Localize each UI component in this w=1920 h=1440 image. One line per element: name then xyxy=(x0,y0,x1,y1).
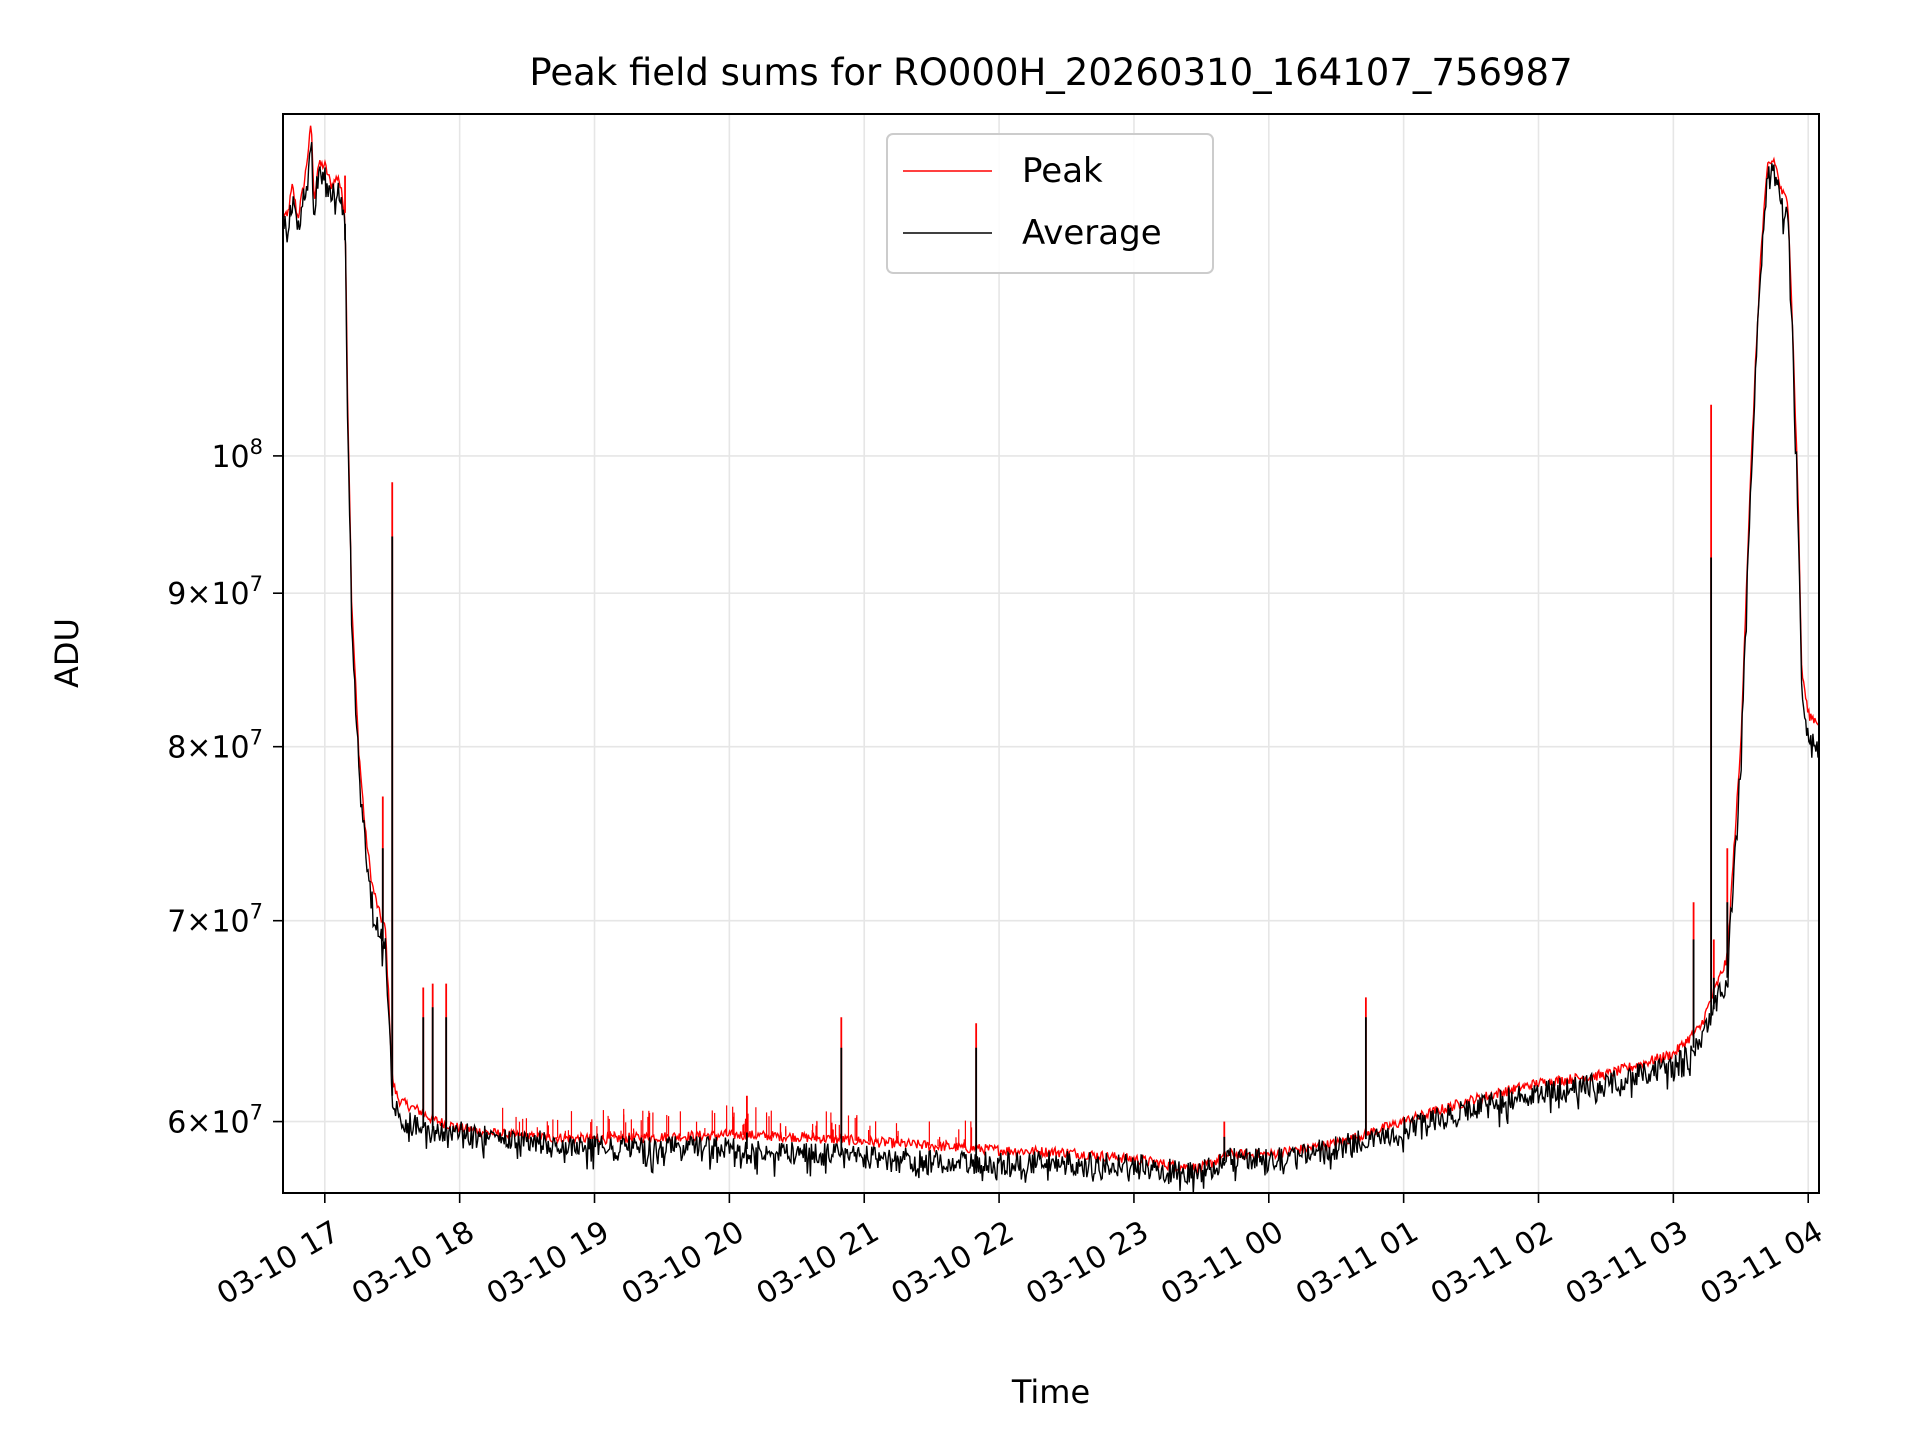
legend-box xyxy=(886,133,1214,274)
legend-average-label: Average xyxy=(1022,213,1162,253)
grid-lines xyxy=(283,114,1819,1193)
y-axis-ticks: 6×107 7×107 8×107 9×107 108 xyxy=(167,435,283,1141)
y-tick-label: 6×107 xyxy=(167,1101,263,1141)
y-axis-label: ADU xyxy=(48,618,86,688)
legend: Peak Average xyxy=(886,133,1214,274)
plot-frame xyxy=(282,113,1820,1194)
y-tick-label: 108 xyxy=(211,435,263,475)
legend-peak-label: Peak xyxy=(1022,151,1103,191)
chart-title: Peak field sums for RO000H_20260310_1641… xyxy=(529,51,1572,94)
y-tick-label: 9×107 xyxy=(167,572,263,612)
plot-series xyxy=(282,125,1820,1194)
average-series-line xyxy=(282,141,1820,1194)
peak-series-line xyxy=(282,125,1820,1174)
y-tick-label: 8×107 xyxy=(167,726,263,766)
x-axis-label: Time xyxy=(1011,1373,1090,1411)
y-tick-label: 7×107 xyxy=(167,900,263,940)
